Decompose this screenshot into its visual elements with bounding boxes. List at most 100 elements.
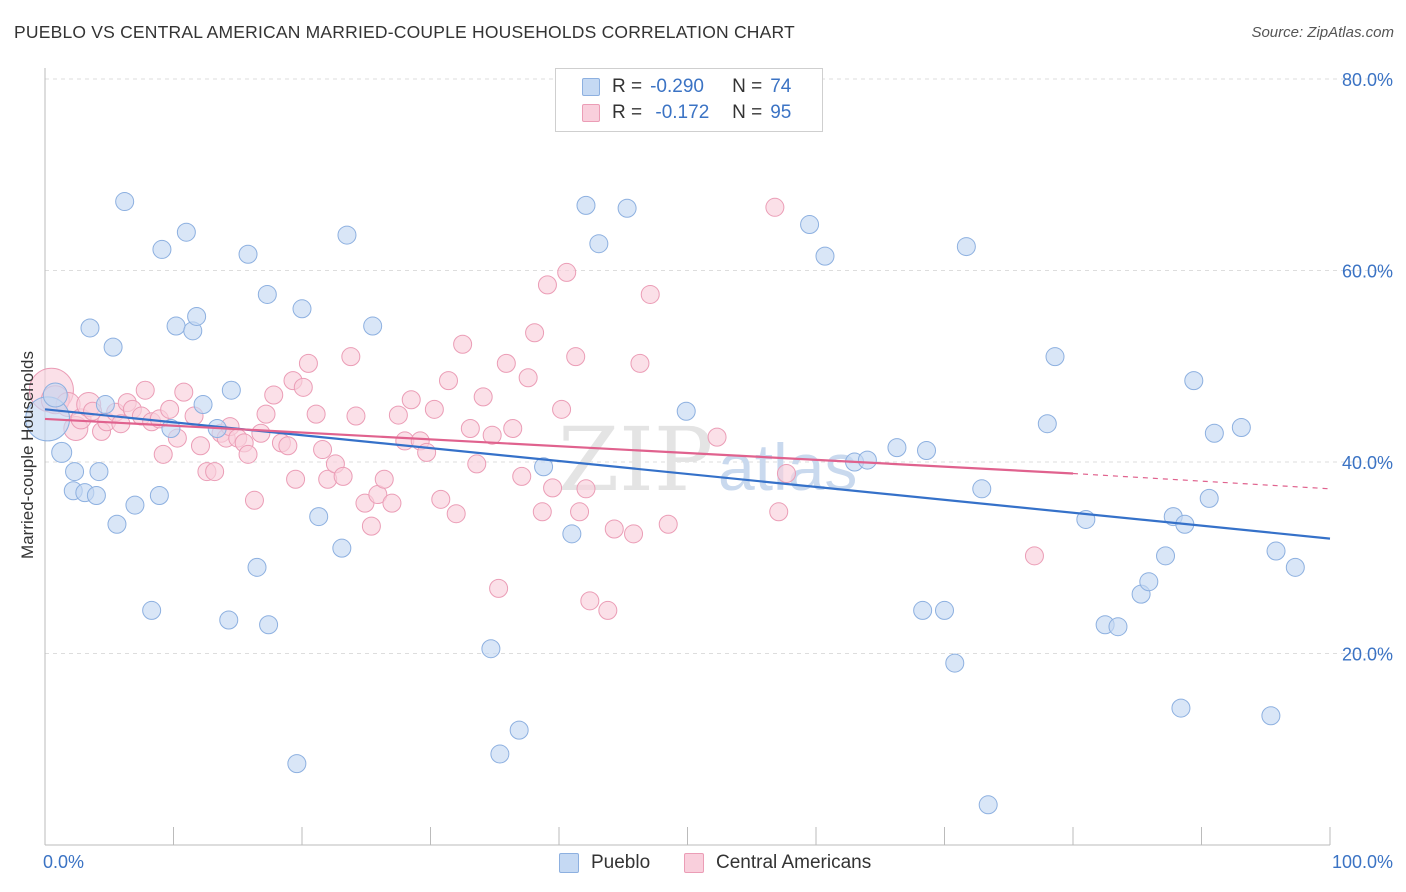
trend-lines [44, 408, 1331, 540]
central-americans-point [460, 418, 480, 438]
pueblo-point [1184, 371, 1204, 391]
central-americans-point [769, 502, 789, 522]
pueblo-point [80, 318, 100, 338]
pueblo-point [1204, 423, 1224, 443]
central-americans-point [374, 469, 394, 489]
pueblo-point [257, 284, 277, 304]
y-tick-label: 40.0% [1342, 453, 1393, 473]
legend-r-value: -0.290 [650, 76, 704, 97]
pueblo-point [945, 653, 965, 673]
central-americans-point [624, 524, 644, 544]
central-americans-point [552, 399, 572, 419]
stats-legend: R = -0.290 N = 74 R = -0.172 N = 95 [555, 68, 823, 132]
pueblo-point [363, 316, 383, 336]
legend-n-label: N = [732, 102, 763, 123]
legend-row-pueblo: R = -0.290 N = 74 [582, 75, 791, 99]
pueblo-point [1037, 414, 1057, 434]
legend-item-label: Central Americans [716, 852, 872, 873]
pueblo-point [1266, 541, 1286, 561]
central-americans-point [518, 368, 538, 388]
pueblo-point [103, 337, 123, 357]
pueblo-point [142, 600, 162, 620]
pueblo-point [309, 507, 329, 527]
pueblo-point [887, 438, 907, 458]
central-americans-point [438, 371, 458, 391]
central-americans-point [525, 323, 545, 343]
central-americans-point [604, 519, 624, 539]
central-americans-point [424, 399, 444, 419]
central-americans-point [341, 347, 361, 367]
legend-item-label: Pueblo [591, 852, 651, 873]
pueblo-point [676, 401, 696, 421]
pueblo-point [917, 441, 937, 461]
central-americans-point [431, 489, 451, 509]
pueblo-point [149, 486, 169, 506]
central-americans-point [537, 275, 557, 295]
bottom-legend: Pueblo Central Americans [0, 852, 1406, 878]
pueblo-point [815, 246, 835, 266]
pueblo-point [972, 479, 992, 499]
legend-n-value: 95 [770, 102, 792, 123]
central-americans-point [286, 469, 306, 489]
pueblo-point [534, 457, 554, 477]
y-tick-label: 60.0% [1342, 262, 1393, 282]
central-americans-point [298, 353, 318, 373]
pueblo-point [1285, 557, 1305, 577]
central-americans-point [174, 382, 194, 402]
y-tick-label: 20.0% [1342, 645, 1393, 665]
central-americans-point [557, 262, 577, 282]
pueblo-point [152, 239, 172, 259]
pueblo-point [481, 639, 501, 659]
pueblo-point [221, 380, 241, 400]
central-americans-point [532, 502, 552, 522]
pueblo-point [978, 795, 998, 815]
central-americans-point [580, 591, 600, 611]
pueblo-point [1231, 418, 1251, 438]
pueblo-point [193, 395, 213, 415]
pueblo-point [1156, 546, 1176, 566]
central-americans-point [256, 404, 276, 424]
pueblo-point [1261, 706, 1281, 726]
pueblo-point [292, 299, 312, 319]
central-americans-point [346, 406, 366, 426]
central-americans-point [489, 578, 509, 598]
pueblo-swatch [559, 853, 579, 873]
central-americans-point [264, 385, 284, 405]
central-americans-point [388, 405, 408, 425]
central-americans-point [453, 334, 473, 354]
central-americans-point [658, 514, 678, 534]
pueblo-point [1171, 698, 1191, 718]
pueblo-point [332, 538, 352, 558]
legend-item-pueblo[interactable]: Pueblo [559, 852, 650, 874]
pueblo-point [509, 720, 529, 740]
y-tick-labels: 80.0% 60.0% 40.0% 20.0% [1342, 70, 1393, 665]
pueblo-point [490, 744, 510, 764]
central-americans-point [135, 380, 155, 400]
pueblo-points [25, 192, 1305, 815]
pueblo-point [617, 198, 637, 218]
central-americans-point [776, 463, 796, 483]
pueblo-point [166, 316, 186, 336]
pueblo-point [1108, 617, 1128, 637]
pueblo-swatch [582, 78, 600, 96]
central-americans-point [598, 600, 618, 620]
central-americans-point [190, 436, 210, 456]
pueblo-point [65, 462, 85, 482]
legend-item-central-americans[interactable]: Central Americans [684, 852, 871, 874]
central-americans-point [765, 197, 785, 217]
pueblo-point [219, 610, 239, 630]
central-americans-point [401, 390, 421, 410]
legend-r-value: -0.172 [650, 102, 710, 123]
pueblo-point [1139, 572, 1159, 592]
legend-n-value: 74 [770, 76, 792, 97]
pueblo-point [956, 237, 976, 257]
pueblo-point [238, 244, 258, 264]
central-americans-point [306, 404, 326, 424]
pueblo-point [176, 222, 196, 242]
pueblo-point [1199, 488, 1219, 508]
pueblo-point [89, 462, 109, 482]
y-axis-label: Married-couple Households [18, 351, 37, 559]
pueblo-point [287, 754, 307, 774]
central-americans-point [153, 444, 173, 464]
